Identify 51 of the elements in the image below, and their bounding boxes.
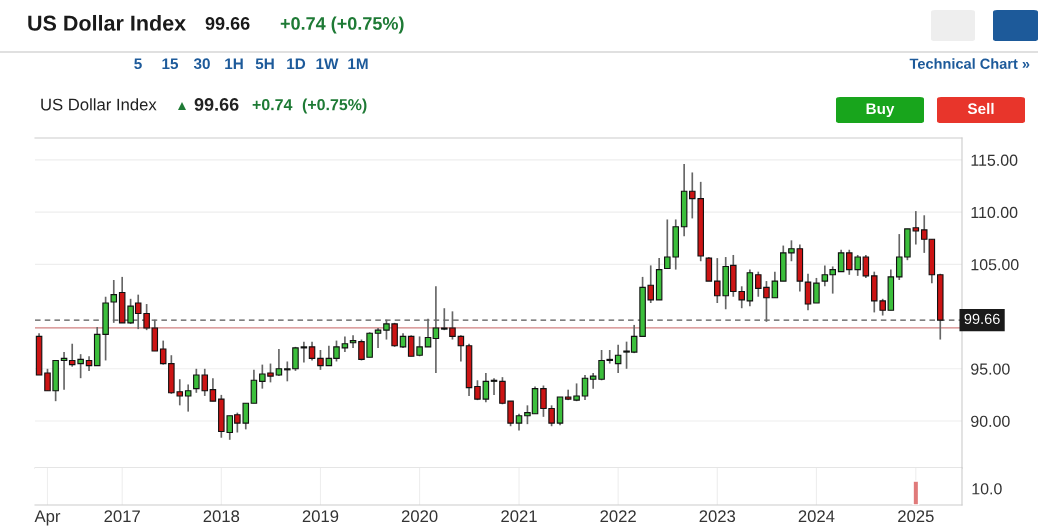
candlestick [432,285,440,374]
x-tick-label: 2019 [302,510,339,523]
text: Technical Chart » [909,58,1030,69]
y-tick-label: 90.00 [971,415,1010,427]
text: 99.66 [205,17,250,30]
candlestick [308,340,316,362]
candlestick [184,383,192,413]
text: 15 [162,58,179,70]
candlestick [349,334,357,349]
candlestick [424,317,432,348]
candlestick [275,348,283,377]
x-tick-label: 2018 [203,510,240,523]
candlestick [250,369,258,405]
x-tick-label: 2023 [699,510,736,523]
y-tick-label: 95.00 [971,363,1010,375]
text: 5 [134,58,142,70]
candlestick [804,272,812,312]
text: 1W [316,58,339,69]
chart-subtitle: 99.66 +0.74 (+0.75%) [194,98,367,114]
ref-line-label: 99.66 [964,313,1000,325]
text: 30 [193,58,210,70]
text: US Dollar Index [41,98,157,111]
candlestick [482,372,490,404]
chart-title: US Dollar Index [28,14,186,31]
x-tick-label: 2024 [798,510,835,523]
candlestick [813,277,820,304]
text: Buy [866,103,895,118]
x-tick-label: 2022 [600,510,636,523]
text: +0.74 (+0.75%) [280,16,404,34]
x-tick-label: 2020 [401,510,438,523]
candlestick [614,343,622,374]
x-tick-label: Apr [34,510,61,526]
candlestick [317,349,324,371]
candlestick [300,340,308,364]
candlestick [581,374,589,401]
text: 1M [348,58,368,69]
text: 5H [255,58,274,70]
x-tick-label: 2021 [501,510,537,523]
x-tick-label: 2017 [104,510,140,523]
y-tick-label: 110.00 [971,206,1018,219]
y-tick-label: 115.00 [971,154,1018,166]
x-tick-label: 2025 [898,510,934,523]
y-tick-label: 105.00 [971,259,1019,271]
text: Sell [967,102,994,115]
text: 1D [287,58,306,69]
candlestick [490,377,498,396]
candlestick [60,351,68,391]
text: 10.0 [972,483,1002,495]
text: 1H [225,58,243,69]
candlestick [209,377,217,402]
candlestick [705,256,713,282]
